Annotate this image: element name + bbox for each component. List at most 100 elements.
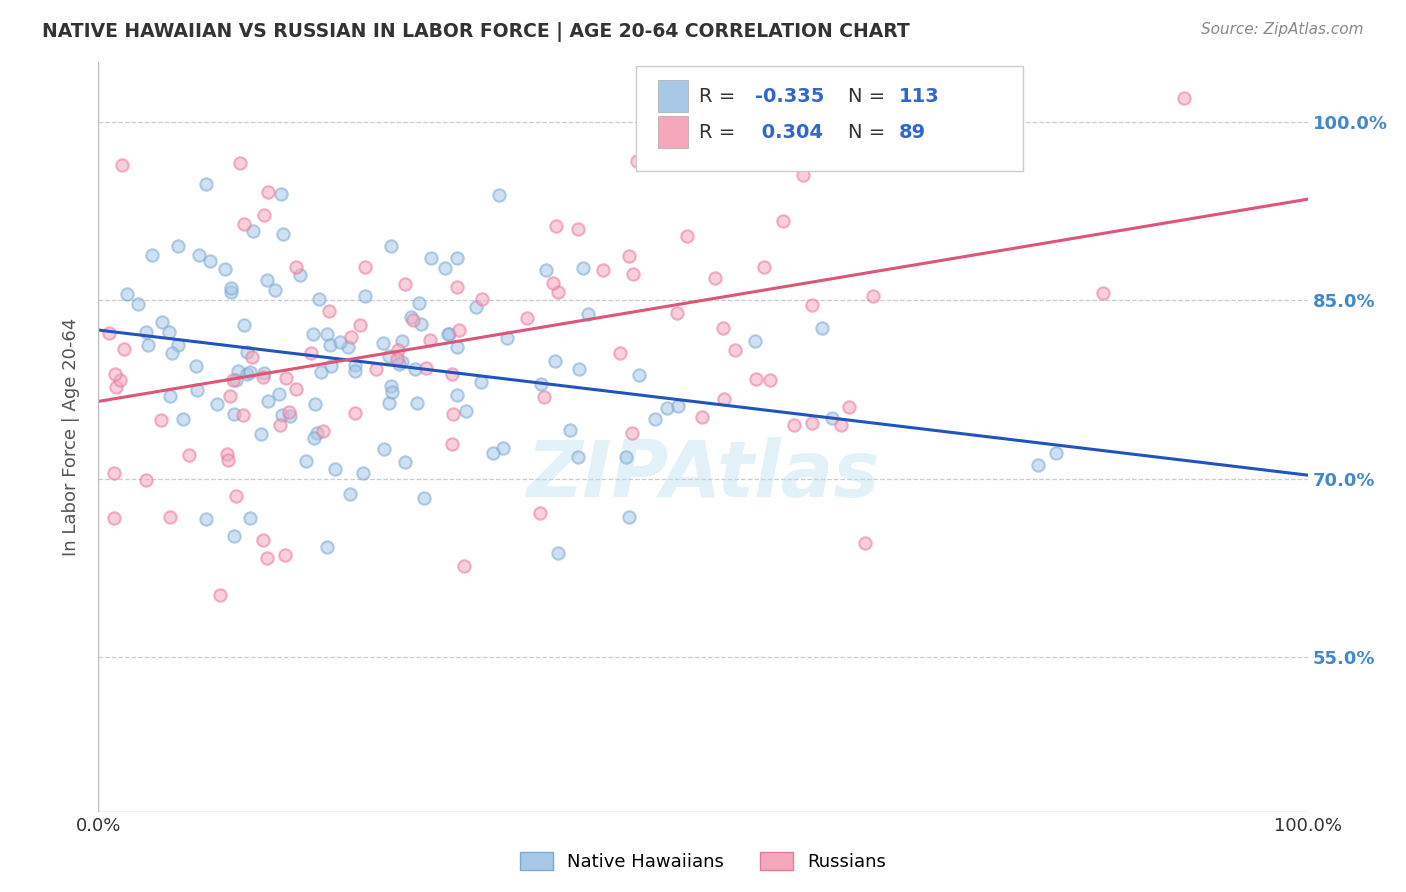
Point: [159, 389, 181, 403]
Point: [558, 423, 581, 437]
Point: [801, 416, 824, 430]
Text: N =: N =: [848, 87, 891, 105]
Text: 0.304: 0.304: [755, 122, 823, 142]
Point: [378, 349, 401, 363]
Point: [209, 588, 232, 602]
Point: [544, 353, 567, 368]
Point: [456, 404, 478, 418]
Point: [772, 214, 794, 228]
Point: [136, 338, 159, 352]
Point: [323, 462, 346, 476]
Point: [103, 511, 125, 525]
Point: [257, 394, 280, 409]
Point: [1092, 286, 1115, 301]
Point: [339, 487, 361, 501]
Point: [150, 315, 173, 329]
Point: [529, 377, 551, 392]
Point: [252, 369, 274, 384]
Point: [488, 187, 510, 202]
Point: [352, 466, 374, 480]
Text: -0.335: -0.335: [755, 87, 824, 105]
Point: [302, 431, 325, 445]
Point: [666, 306, 689, 320]
Point: [157, 326, 180, 340]
Point: [250, 427, 273, 442]
Point: [308, 292, 330, 306]
Point: [270, 186, 292, 201]
Point: [609, 345, 631, 359]
Point: [290, 268, 312, 282]
Point: [592, 263, 614, 277]
Point: [567, 221, 589, 235]
Text: N =: N =: [848, 122, 891, 142]
Point: [271, 408, 294, 422]
Point: [690, 409, 713, 424]
Text: 89: 89: [898, 122, 927, 142]
Point: [252, 533, 274, 547]
Point: [666, 400, 689, 414]
Point: [353, 289, 375, 303]
Point: [111, 158, 134, 172]
Point: [108, 373, 131, 387]
Point: [344, 358, 367, 372]
Point: [576, 307, 599, 321]
Point: [366, 362, 388, 376]
Point: [621, 267, 644, 281]
Point: [349, 318, 371, 333]
Point: [567, 450, 589, 465]
Point: [704, 270, 727, 285]
Point: [838, 400, 860, 414]
Point: [620, 425, 643, 440]
Point: [446, 340, 468, 354]
Point: [470, 375, 492, 389]
Point: [239, 510, 262, 524]
Point: [626, 154, 648, 169]
Point: [572, 261, 595, 276]
Point: [127, 296, 149, 310]
Point: [305, 425, 328, 440]
Point: [186, 383, 208, 397]
Point: [387, 343, 409, 358]
Point: [285, 260, 308, 274]
Point: [256, 551, 278, 566]
Point: [285, 382, 308, 396]
Point: [198, 254, 221, 268]
Point: [453, 558, 475, 573]
Point: [628, 368, 651, 382]
Point: [399, 310, 422, 324]
Point: [405, 361, 427, 376]
Point: [394, 455, 416, 469]
Point: [278, 405, 301, 419]
Point: [184, 359, 207, 374]
Point: [228, 156, 250, 170]
Point: [388, 357, 411, 371]
Point: [159, 510, 181, 524]
Point: [319, 359, 342, 374]
Point: [112, 342, 135, 356]
Point: [233, 318, 256, 332]
Point: [253, 367, 276, 381]
Point: [278, 409, 301, 423]
Point: [419, 333, 441, 347]
Point: [409, 317, 432, 331]
Point: [179, 448, 201, 462]
Point: [394, 277, 416, 292]
Point: [676, 229, 699, 244]
Point: [713, 392, 735, 407]
Point: [853, 536, 876, 550]
Point: [299, 346, 322, 360]
Point: [783, 417, 806, 432]
Point: [269, 418, 291, 433]
Point: [1045, 446, 1067, 460]
Point: [380, 239, 402, 253]
Point: [406, 396, 429, 410]
Point: [820, 411, 842, 425]
Point: [440, 437, 463, 451]
Point: [419, 252, 441, 266]
Point: [217, 453, 239, 467]
Point: [274, 548, 297, 562]
Point: [315, 540, 337, 554]
Point: [516, 310, 538, 325]
Point: [187, 248, 209, 262]
FancyBboxPatch shape: [637, 66, 1024, 171]
